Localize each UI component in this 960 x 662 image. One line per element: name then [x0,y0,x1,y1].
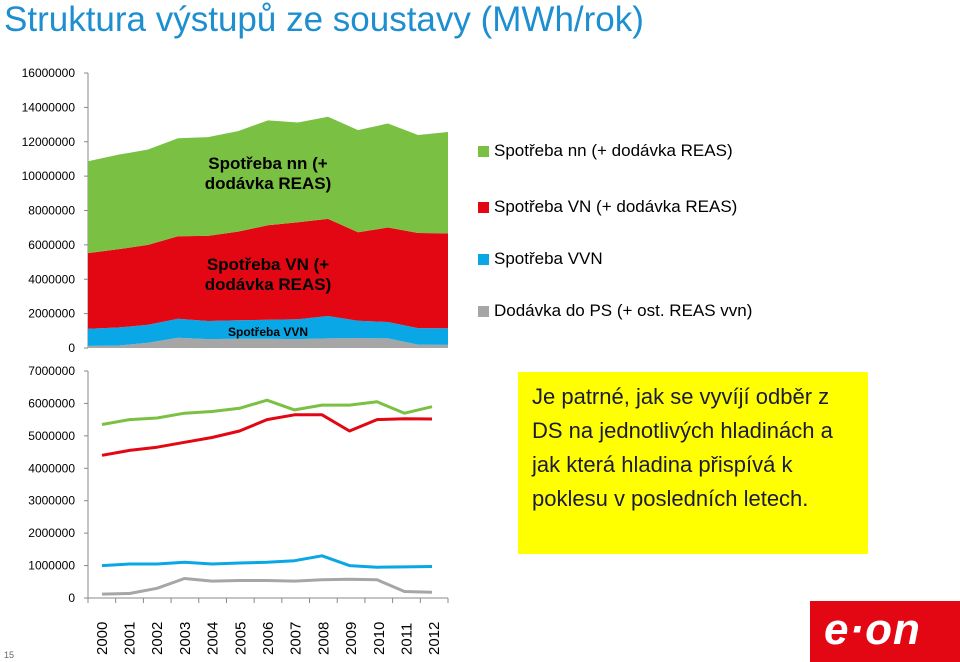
line-x-tick-label: 2002 [149,622,166,655]
stacked-area-chart: 16000000 14000000 12000000 10000000 8000000 6… [22,66,448,355]
area-label: Spotřeba VVN [228,325,308,339]
area-y-tick-label: 16000000 [22,66,76,80]
line-x-tick-label: 2010 [371,622,388,655]
line-x-tick-label: 2007 [288,622,305,655]
line-series [101,554,433,569]
line-x-tick-label: 2011 [398,623,415,655]
note-box: Je patrné, jak se vyvíjí odběr z DS na j… [518,372,868,554]
line-x-tick-label: 2012 [426,622,443,655]
eon-logo-text: e·on [824,605,921,654]
line-series [101,398,433,426]
area-series [88,337,448,348]
area-y-tick-label: 6000000 [28,238,75,252]
line-x-tick-label: 2004 [205,622,222,655]
area-y-tick-label: 4000000 [28,272,75,286]
legend-label: Spotřeba nn (+ dodávka REAS) [494,141,733,160]
area-y-tick-label: 8000000 [28,204,75,218]
legend-swatch [478,254,489,265]
line-series [101,577,433,596]
area-y-tick-label: 0 [68,341,75,355]
area-series [88,316,448,346]
line-x-tick-label: 2009 [343,622,360,655]
line-x-tick-label: 2001 [122,622,139,655]
legend-label: Spotřeba VVN [494,249,603,268]
page-title: Struktura výstupů ze soustavy (MWh/rok) [4,0,644,39]
line-x-tick-label: 2000 [94,622,111,655]
legend-swatch [478,306,489,317]
legend-label: Dodávka do PS (+ ost. REAS vvn) [494,301,753,320]
line-y-tick-label: 1000000 [28,559,75,573]
line-series [101,413,433,457]
area-y-tick-label: 14000000 [22,100,76,114]
area-y-tick-label: 12000000 [22,135,76,149]
line-y-tick-label: 0 [68,591,75,605]
area-label: Spotřeba nn (+ dodávka REAS) [205,154,332,193]
note-text: Je patrné, jak se vyvíjí odběr z DS na j… [532,384,833,511]
line-x-tick-label: 2008 [315,622,332,655]
line-x-tick-label: 2005 [232,622,249,655]
line-x-tick-label: 2003 [177,622,194,655]
eon-logo: e·on [810,601,960,662]
line-y-tick-label: 6000000 [28,396,75,410]
line-y-tick-label: 7000000 [28,364,75,378]
line-x-tick-label: 2006 [260,622,277,655]
line-y-tick-label: 2000000 [28,526,75,540]
legend-label: Spotřeba VN (+ dodávka REAS) [494,197,738,216]
line-y-tick-label: 4000000 [28,461,75,475]
slide-number: 15 [4,650,15,660]
line-y-tick-label: 5000000 [28,429,75,443]
area-label: Spotřeba VN (+ dodávka REAS) [205,255,332,294]
line-y-tick-label: 3000000 [28,494,75,508]
area-y-tick-label: 2000000 [28,307,75,321]
legend-swatch [478,202,489,213]
area-series [88,116,448,254]
legend-swatch [478,146,489,157]
area-y-tick-label: 10000000 [22,169,76,183]
area-series [88,218,448,329]
line-chart: 7000000600000050000004000000300000020000… [28,364,449,655]
